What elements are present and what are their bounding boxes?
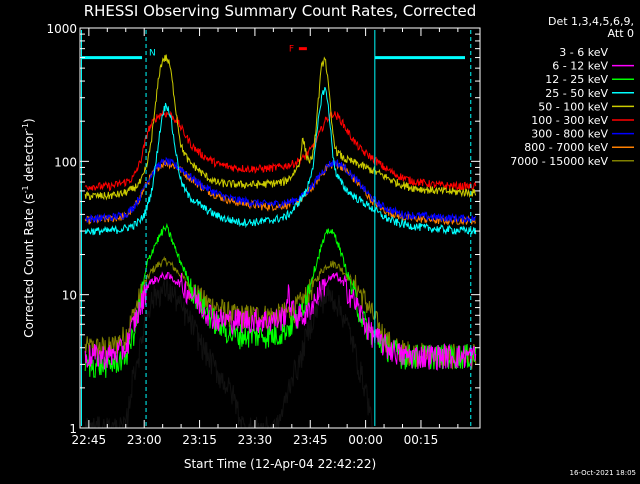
series-line: [85, 156, 477, 224]
y-label-sup-2: -1: [21, 123, 30, 131]
footer-timestamp: 16-Oct-2021 18:05: [570, 469, 636, 477]
y-tick-label: 1: [69, 422, 77, 436]
series-line: [84, 54, 477, 201]
y-tick-label: 1000: [46, 22, 77, 36]
chart-title: RHESSI Observing Summary Count Rates, Co…: [84, 2, 477, 20]
legend-entry-label: 25 - 50 keV: [545, 87, 608, 100]
series-line: [84, 271, 477, 371]
y-label-main: Corrected Count Rate (s: [22, 193, 36, 337]
x-tick-label: 23:00: [127, 433, 162, 447]
series-line: [84, 222, 477, 378]
legend-entry-label: 50 - 100 keV: [538, 100, 608, 113]
y-axis-label: Corrected Count Rate (s-1 detector-1): [21, 118, 36, 337]
x-tick-label: 23:45: [293, 433, 328, 447]
series-line: [84, 109, 477, 192]
legend-entry-label: 300 - 800 keV: [531, 128, 608, 141]
night-marker-label: N: [149, 49, 156, 59]
x-tick-label: 00:15: [404, 433, 439, 447]
x-axis-label: Start Time (12-Apr-04 22:42:22): [184, 457, 376, 471]
x-tick-label: 22:45: [72, 433, 107, 447]
y-label-end: ): [22, 118, 36, 123]
legend-entry-label: 12 - 25 keV: [545, 73, 608, 86]
legend-header: Det 1,3,4,5,6,9,: [548, 15, 634, 28]
legend-entry-label: 800 - 7000 keV: [524, 141, 608, 154]
y-label-sup-1: -1: [21, 185, 30, 193]
axes-group: 22:45 23:00 23:15 23:30 23:45 00:00 00:15 1 10 10…: [46, 22, 480, 447]
plot-frame: [79, 27, 481, 429]
legend-entry-label: 7000 - 15000 keV: [510, 155, 608, 168]
x-tick-label: 00:00: [348, 433, 383, 447]
y-tick-label: 10: [62, 289, 77, 303]
series-line: [84, 278, 373, 430]
x-tick-label: 23:15: [182, 433, 217, 447]
legend-header: Att 0: [608, 27, 634, 40]
legend-entry-label: 6 - 12 keV: [552, 60, 608, 73]
legend-entry-label: 3 - 6 keV: [559, 46, 608, 59]
legend-entry-label: 100 - 300 keV: [531, 114, 608, 127]
series-line: [84, 86, 477, 236]
y-label-mid: detector: [22, 131, 36, 186]
x-tick-label: 23:30: [238, 433, 273, 447]
y-tick-label: 100: [54, 155, 77, 169]
flare-flag-label: F: [289, 45, 294, 55]
data-series-group: [84, 54, 477, 430]
